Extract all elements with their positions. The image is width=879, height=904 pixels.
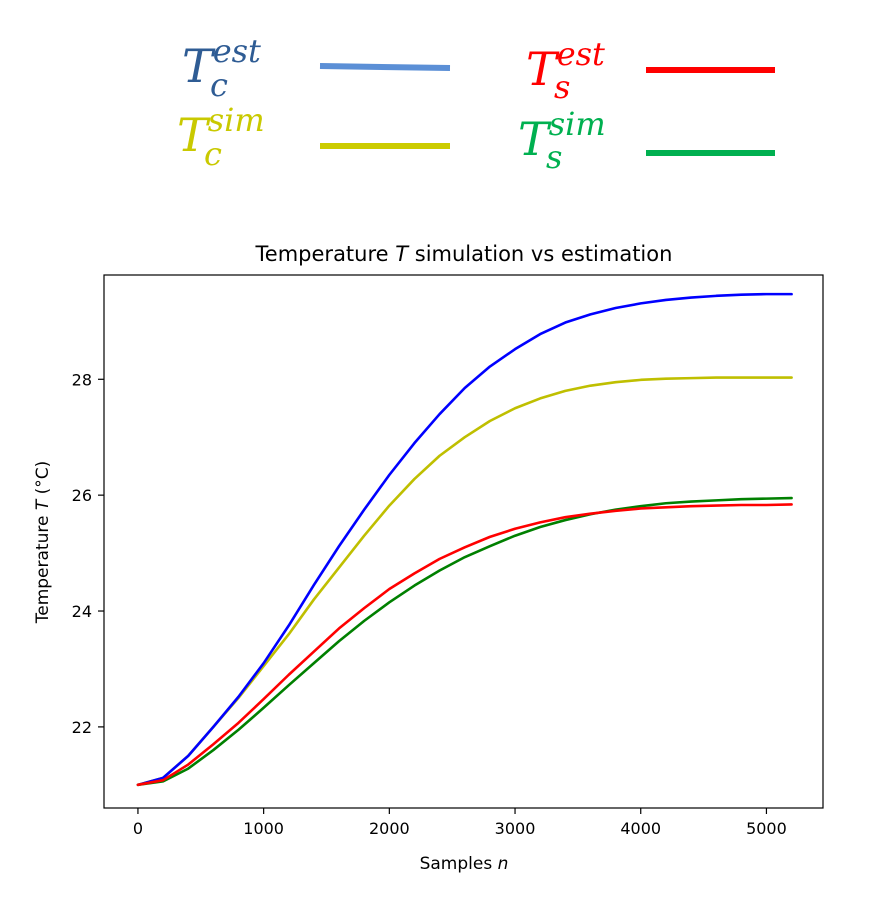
y-axis-title: Temperature T (°C)	[33, 461, 53, 625]
x-axis-title: Samples n	[420, 854, 509, 874]
legend-entry-ts-sim: Tsim s	[518, 105, 775, 176]
series-line-t-s-sim	[136, 496, 793, 787]
legend-line-tc-est	[319, 63, 451, 71]
x-tick-label: 4000	[620, 819, 661, 838]
series-line-t-c-est	[136, 292, 793, 787]
x-axis: 0 1000 2000 3000 4000 5000	[133, 808, 787, 838]
y-tick-label: 26	[72, 486, 92, 505]
y-axis: 22 24 26 28	[72, 370, 104, 737]
x-tick-label: 1000	[243, 819, 284, 838]
x-tick-label: 0	[133, 819, 143, 838]
legend-label-ts-sim-sub: s	[546, 138, 562, 176]
legend-entry-tc-sim: Tsim c	[177, 101, 450, 173]
series-line-t-s-est	[136, 503, 793, 787]
legend-entry-ts-est: Test s	[526, 35, 775, 106]
plot-area	[103, 274, 824, 809]
chart-title: Temperature T simulation vs estimation	[255, 242, 673, 266]
legend-entry-tc-est: Test c	[182, 32, 451, 104]
x-tick-label: 5000	[746, 819, 787, 838]
legend-label-tc-est-sub: c	[210, 66, 228, 104]
x-tick-label: 3000	[495, 819, 536, 838]
y-tick-label: 22	[72, 718, 92, 737]
y-tick-label: 24	[72, 602, 92, 621]
legend-label-tc-sim-sub: c	[204, 135, 222, 173]
y-tick-label: 28	[72, 370, 92, 389]
legend: Test c Test s Tsim c Tsim s	[177, 32, 775, 176]
x-tick-label: 2000	[369, 819, 410, 838]
legend-label-ts-est-sub: s	[554, 68, 570, 106]
series-lines	[136, 292, 793, 787]
